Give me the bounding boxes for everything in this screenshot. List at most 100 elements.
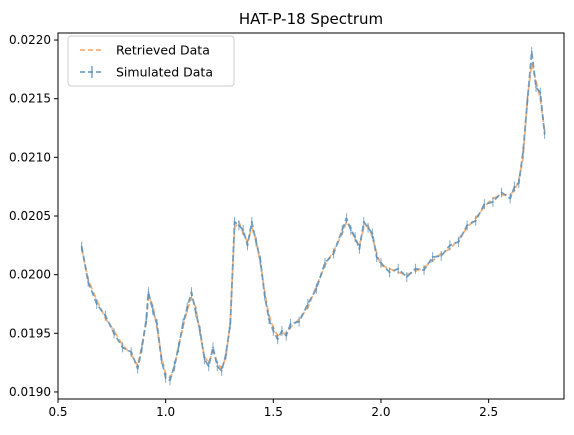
legend-label-retrieved: Retrieved Data [116, 43, 210, 58]
data-point [263, 294, 266, 297]
data-point [522, 150, 524, 153]
data-point [190, 291, 193, 294]
legend: Retrieved Data Simulated Data [67, 35, 235, 87]
x-axis: 0.5 1.0 1.5 2.0 2.5 [48, 399, 498, 419]
y-tick-label: 0.0205 [9, 209, 51, 223]
data-point [371, 232, 374, 235]
y-axis: 0.0190 0.0195 0.0200 0.0205 0.0210 0.0215 0.02… [9, 33, 58, 399]
data-point [431, 256, 434, 258]
series-layer [80, 46, 546, 386]
series-simulated-data [80, 46, 546, 386]
data-point [203, 358, 206, 361]
data-point [405, 276, 408, 278]
data-point [483, 203, 486, 206]
data-point [362, 220, 365, 223]
data-point [281, 330, 283, 332]
data-point [141, 346, 143, 349]
x-tick-label: 0.5 [48, 405, 67, 419]
data-point [145, 318, 148, 321]
data-point [181, 323, 184, 325]
data-point [358, 247, 361, 250]
y-tick-label: 0.0190 [9, 385, 51, 399]
data-point [285, 334, 288, 337]
data-point [492, 201, 494, 203]
data-point [147, 291, 150, 294]
data-point [169, 379, 171, 382]
y-tick-label: 0.0200 [9, 268, 51, 282]
data-point [212, 346, 214, 349]
data-point [151, 308, 154, 311]
x-tick-label: 1.5 [264, 405, 283, 419]
data-point [229, 323, 232, 325]
data-point [367, 226, 369, 229]
data-point [225, 353, 227, 356]
legend-swatch-simulated [80, 66, 104, 78]
data-point [509, 197, 512, 200]
data-point [194, 311, 197, 314]
data-point [177, 346, 180, 349]
data-point [250, 220, 253, 223]
data-point [272, 330, 275, 332]
data-point [349, 229, 352, 231]
data-point [414, 267, 417, 270]
data-point [397, 267, 400, 270]
data-point [164, 376, 167, 379]
data-point [354, 236, 357, 239]
data-point [242, 229, 245, 231]
data-point [136, 367, 139, 370]
x-tick-label: 2.0 [371, 405, 390, 419]
legend-box [67, 35, 235, 87]
data-point [233, 220, 236, 223]
data-point [80, 245, 83, 248]
data-point [237, 224, 240, 227]
data-point [513, 185, 516, 188]
data-point [289, 323, 292, 325]
data-point [315, 287, 318, 290]
data-point [190, 297, 193, 300]
y-tick-label: 0.0215 [9, 92, 51, 106]
data-point [276, 338, 279, 341]
data-point [121, 346, 124, 349]
data-point [345, 217, 348, 220]
data-point [423, 269, 425, 271]
data-point [216, 365, 219, 368]
data-point [220, 369, 223, 372]
data-point [474, 219, 477, 222]
data-point [375, 256, 378, 258]
data-point [246, 244, 249, 247]
y-tick-label: 0.0195 [9, 326, 51, 340]
data-point [255, 240, 257, 243]
data-point [388, 271, 391, 274]
data-point [268, 318, 270, 321]
data-point [526, 100, 529, 102]
data-point [130, 351, 133, 353]
data-point [259, 259, 262, 262]
data-point [207, 365, 210, 368]
data-point [440, 254, 443, 257]
data-point [517, 182, 520, 185]
legend-label-simulated: Simulated Data [116, 65, 213, 80]
data-point [535, 86, 537, 88]
data-point [324, 262, 326, 264]
data-point [543, 132, 546, 135]
data-point [298, 320, 301, 323]
data-point [156, 323, 158, 325]
data-point [530, 50, 533, 53]
chart-title: HAT-P-18 Spectrum [239, 10, 383, 28]
data-point [95, 303, 98, 305]
data-point [160, 358, 163, 361]
data-point [341, 229, 344, 231]
data-point [466, 224, 469, 227]
data-point [306, 303, 309, 305]
data-point [539, 91, 542, 94]
data-point [500, 191, 503, 194]
y-tick-label: 0.0210 [9, 150, 51, 164]
data-point [113, 332, 115, 335]
series-line [80, 50, 546, 382]
data-point [332, 252, 335, 255]
y-tick-label: 0.0220 [9, 33, 51, 47]
data-point [104, 314, 107, 317]
data-point [448, 244, 451, 247]
x-tick-label: 1.0 [156, 405, 175, 419]
x-tick-label: 2.5 [479, 405, 498, 419]
